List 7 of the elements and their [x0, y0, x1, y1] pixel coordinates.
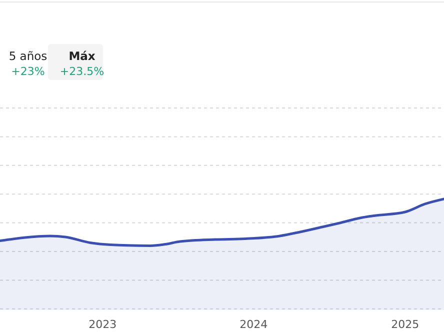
x-tick-label: 2024	[240, 318, 268, 331]
text: 5 años	[8, 49, 48, 63]
text: +23%	[11, 65, 45, 78]
x-tick-label: 2023	[88, 318, 117, 331]
text: +23.5%	[60, 65, 104, 78]
text: Máx	[68, 49, 96, 63]
x-tick-label: 2025	[391, 318, 420, 331]
